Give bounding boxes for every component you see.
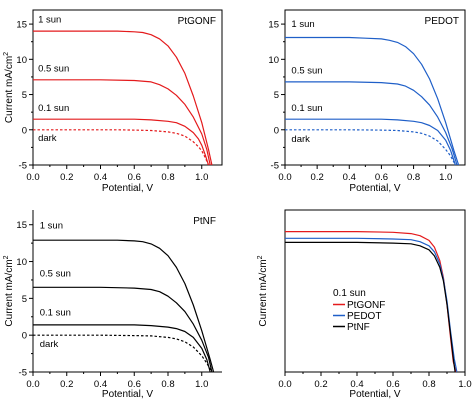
legend-entry: PtGONF <box>347 300 385 311</box>
y-tick-label: 10 <box>268 55 279 66</box>
x-tick-label: 1.0 <box>195 172 208 183</box>
plot-frame <box>284 9 466 166</box>
x-tick-label: 0.2 <box>311 172 324 183</box>
panel-comparison: 0.0 0.2 0.4 0.6 0.8 1.0 Potential, V Current mA… <box>257 209 472 400</box>
y-tick-label: 15 <box>268 20 279 31</box>
x-tick-label: 0.6 <box>386 379 399 390</box>
x-tick-label: 0.8 <box>161 172 174 183</box>
y-tick-label: -5 <box>271 161 279 172</box>
x-tick-label: 0.4 <box>94 172 107 183</box>
y-tick-label: 15 <box>16 220 27 231</box>
series-line-0-1-sun <box>33 118 210 166</box>
x-tick-label: 0.4 <box>343 172 356 183</box>
curve-label: 0.5 sun <box>291 65 322 76</box>
series-line-dark <box>33 129 210 166</box>
x-axis-label: Potential, V <box>102 183 153 194</box>
curve-label: dark <box>40 339 59 350</box>
panel-ptnf: 0.0 0.2 0.4 0.6 0.8 1.0 -5 0 5 10 15 Potential, V Cu… <box>3 210 222 400</box>
series-line-ptnf <box>285 241 456 373</box>
curve-label: 0.1 sun <box>38 103 69 114</box>
y-tick-label: 5 <box>22 90 27 101</box>
x-tick-label: 0.6 <box>128 379 141 390</box>
series-line-1-sun <box>33 30 213 166</box>
panel-label: PEDOT <box>425 16 459 27</box>
panel-label: PtGONF <box>178 16 216 27</box>
x-axis-label: Potential, V <box>102 389 153 400</box>
y-tick-label: 0 <box>22 125 27 136</box>
curve-label: dark <box>291 134 310 145</box>
series-line-0-5-sun <box>33 79 211 166</box>
panel-pedot: 0.0 0.2 0.4 0.6 0.8 1.0 -5 0 5 10 15 Potential, V 1 … <box>268 9 466 194</box>
x-tick-label: 0.4 <box>350 379 363 390</box>
series-line-1-sun <box>33 239 215 373</box>
curve-label: dark <box>38 133 57 144</box>
series-line-dark <box>285 129 456 166</box>
y-axis-label: Current mA/cm2 <box>257 255 269 326</box>
curve-label: 0.1 sun <box>40 307 71 318</box>
y-tick-label: 10 <box>16 55 27 66</box>
series-line-dark <box>33 334 213 373</box>
curve-label: 0.1 sun <box>291 103 322 114</box>
y-tick-label: 5 <box>22 294 27 305</box>
x-tick-label: 0.0 <box>26 379 39 390</box>
x-tick-label: 0.0 <box>278 172 291 183</box>
panel-ptgonf: 0.0 0.2 0.4 0.6 0.8 1.0 -5 0 5 10 15 Potential, V Cu… <box>3 9 223 194</box>
panel-label: PtNF <box>193 216 216 227</box>
x-tick-label: 0.2 <box>60 172 73 183</box>
plot-frame <box>32 9 223 166</box>
y-tick-label: 5 <box>274 90 279 101</box>
x-tick-label: 0.2 <box>60 379 73 390</box>
x-tick-label: 1.0 <box>195 379 208 390</box>
x-tick-label: 0.0 <box>278 379 291 390</box>
x-tick-label: 1.0 <box>458 379 471 390</box>
y-tick-label: -5 <box>19 368 27 379</box>
y-tick-label: 10 <box>16 257 27 268</box>
legend-entry: PtNF <box>347 322 370 333</box>
y-tick-label: -5 <box>19 161 27 172</box>
series-line-0-5-sun <box>33 286 213 373</box>
curve-label: 0.5 sun <box>38 63 69 74</box>
curve-label: 0.5 sun <box>40 268 71 279</box>
y-axis-label: Current mA/cm2 <box>3 52 15 123</box>
x-tick-label: 0.8 <box>407 172 420 183</box>
x-tick-label: 1.0 <box>439 172 452 183</box>
series-line-0-1-sun <box>33 324 211 373</box>
curve-label: 1 sun <box>40 220 63 231</box>
x-axis-label: Potential, V <box>349 389 400 400</box>
series-line-0-1-sun <box>285 118 456 166</box>
legend-title: 0.1 sun <box>333 288 366 299</box>
x-tick-label: 0.2 <box>314 379 327 390</box>
y-tick-label: 0 <box>22 331 27 342</box>
x-tick-label: 0.8 <box>161 379 174 390</box>
plot-frame <box>284 209 466 373</box>
series-line-0-5-sun <box>285 81 458 166</box>
curve-label: 1 sun <box>291 19 314 30</box>
x-tick-label: 0.4 <box>94 379 107 390</box>
series-line-1-sun <box>285 36 460 166</box>
x-tick-label: 0.6 <box>375 172 388 183</box>
y-axis-label: Current mA/cm2 <box>3 255 15 326</box>
x-tick-label: 0.8 <box>422 379 435 390</box>
x-axis-label: Potential, V <box>349 183 400 194</box>
legend-entry: PEDOT <box>347 311 381 322</box>
y-tick-label: 15 <box>16 20 27 31</box>
curve-label: 1 sun <box>38 15 61 26</box>
x-tick-label: 0.6 <box>128 172 141 183</box>
x-tick-label: 0.0 <box>26 172 39 183</box>
y-tick-label: 0 <box>274 125 279 136</box>
